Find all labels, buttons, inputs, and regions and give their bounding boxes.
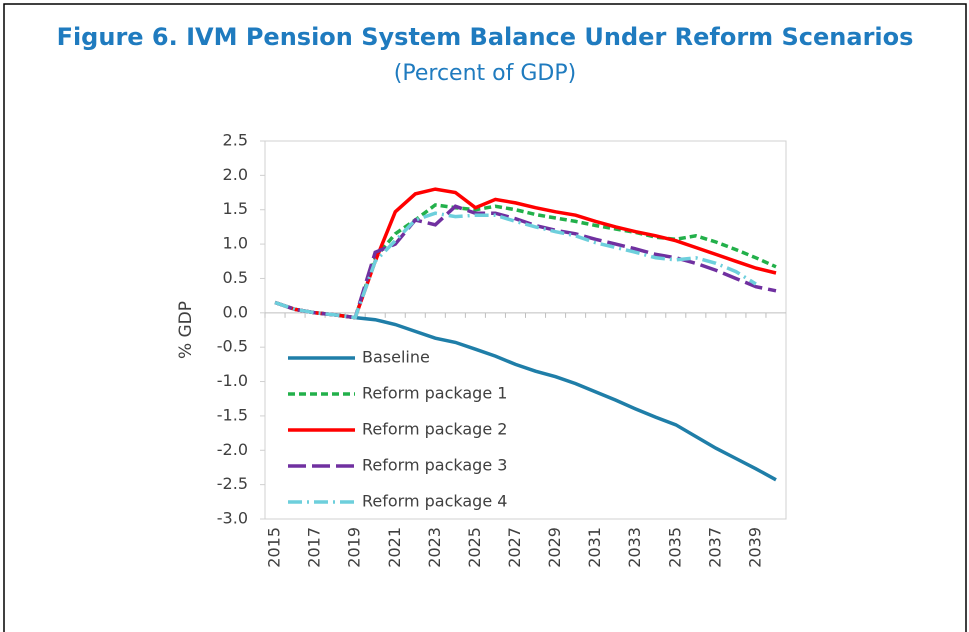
x-tick-label: 2037 [705, 527, 724, 568]
y-tick-label: 1.5 [223, 199, 248, 218]
y-tick-label: 0.5 [223, 268, 248, 287]
plot-area [264, 140, 787, 520]
y-tick-label: -1.0 [217, 371, 248, 390]
legend-label: Baseline [362, 348, 430, 367]
x-tick-label: 2023 [425, 527, 444, 568]
chart-subtitle: (Percent of GDP) [394, 61, 576, 86]
legend-label: Reform package 2 [362, 420, 507, 439]
x-tick-label: 2029 [545, 527, 564, 568]
x-tick-label: 2039 [745, 527, 764, 568]
x-tick-label: 2031 [585, 527, 604, 568]
y-tick-label: 2.0 [223, 165, 248, 184]
x-tick-label: 2015 [265, 527, 284, 568]
x-tick-label: 2019 [345, 527, 364, 568]
y-tick-label: -2.0 [217, 440, 248, 459]
series-line [274, 300, 777, 482]
chart-title: Figure 6. IVM Pension System Balance Und… [57, 23, 914, 51]
legend-label: Reform package 4 [362, 492, 507, 511]
y-tick-label: -1.5 [217, 405, 248, 424]
frame [3, 3, 967, 632]
x-tick-label: 2035 [665, 527, 684, 568]
series-line [274, 211, 757, 320]
x-tick-label: 2017 [305, 527, 324, 568]
y-tick-label: 2.5 [223, 131, 248, 150]
x-tick-label: 2027 [505, 527, 524, 568]
legend-label: Reform package 1 [362, 384, 507, 403]
y-tick-label: 0.0 [223, 302, 248, 321]
legend-label: Reform package 3 [362, 456, 507, 475]
x-tick-label: 2021 [385, 527, 404, 568]
y-axis-title: % GDP [176, 301, 196, 359]
y-tick-label: -0.5 [217, 337, 248, 356]
y-tick-label: -2.5 [217, 474, 248, 493]
x-tick-label: 2033 [625, 527, 644, 568]
x-tick-label: 2025 [465, 527, 484, 568]
series-line [274, 187, 777, 320]
y-tick-label: 1.0 [223, 234, 248, 253]
series-line [274, 204, 777, 320]
y-tick-label: -3.0 [217, 509, 248, 528]
